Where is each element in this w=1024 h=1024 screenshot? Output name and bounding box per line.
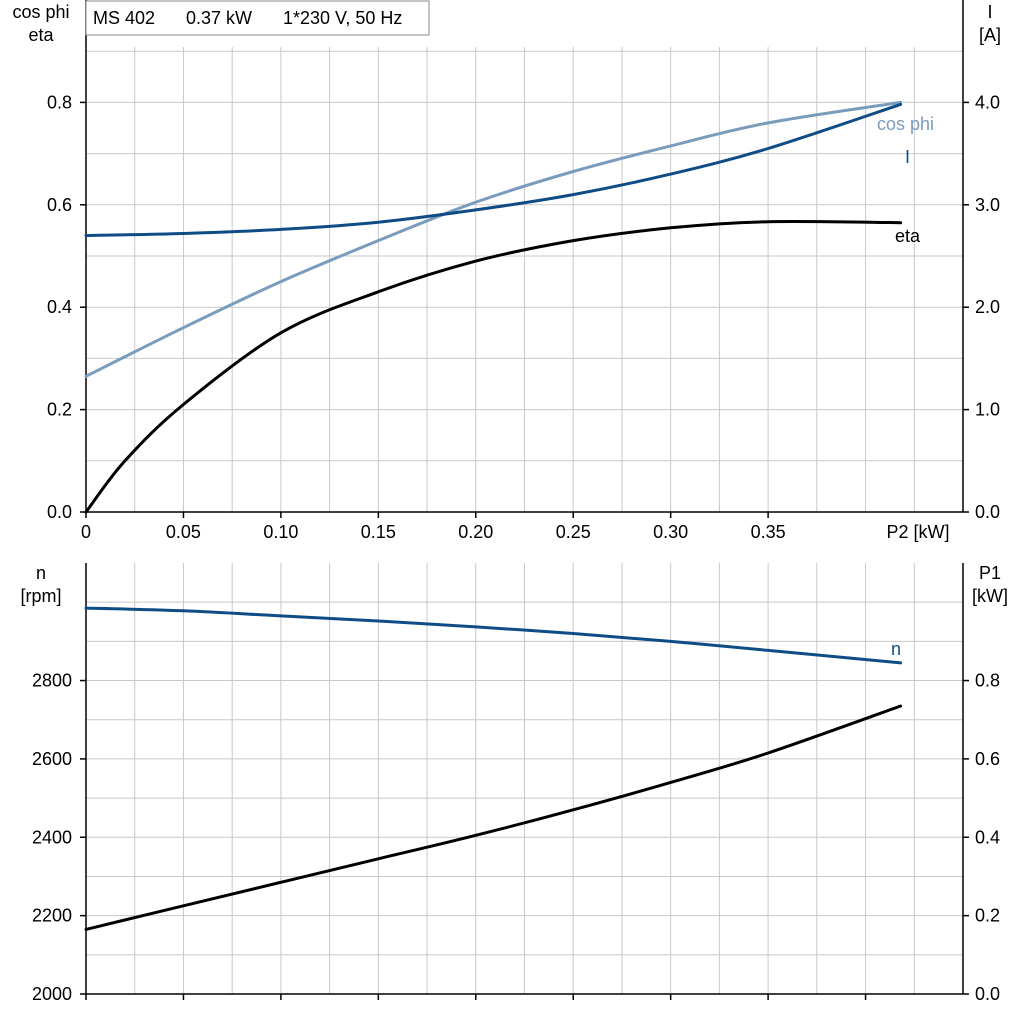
right-tick-label: 0.6 xyxy=(975,749,1000,769)
left-tick-label: 2400 xyxy=(32,827,72,847)
header-box: MS 402 0.37 kW 1*230 V, 50 Hz xyxy=(85,0,430,36)
right-tick-label: 3.0 xyxy=(975,195,1000,215)
right-tick-label: 0.0 xyxy=(975,502,1000,522)
lower-plot: 2000 2200 2400 2600 2800 0.0 0.2 0.4 0.6 0.8 n [rpm… xyxy=(20,563,1008,1004)
left-tick-label: 0.8 xyxy=(47,92,72,112)
series-n-line xyxy=(84,606,903,665)
series-eta-label: eta xyxy=(895,226,921,246)
left-axis-label: n xyxy=(36,563,46,583)
series-n-label: n xyxy=(891,639,901,659)
x-tick-label: 0.35 xyxy=(751,522,786,542)
left-tick-label: 0.2 xyxy=(47,400,72,420)
left-tick-label: 0.0 xyxy=(47,502,72,522)
series-cos-phi-line xyxy=(84,100,903,378)
x-tick-label: 0.10 xyxy=(263,522,298,542)
left-tick-label: 0.6 xyxy=(47,195,72,215)
left-axis-label: eta xyxy=(28,25,54,45)
right-tick-label: 0.4 xyxy=(975,827,1000,847)
right-axis-label: I xyxy=(987,2,992,22)
header-motor: MS 402 xyxy=(93,8,155,28)
x-tick-label: 0.25 xyxy=(556,522,591,542)
x-tick-label: 0.20 xyxy=(458,522,493,542)
x-tick-label: 0.15 xyxy=(361,522,396,542)
left-tick-label: 2800 xyxy=(32,671,72,691)
series-p1-line xyxy=(84,704,903,931)
left-tick-label: 2000 xyxy=(32,984,72,1004)
left-axis-label: [rpm] xyxy=(20,586,61,606)
right-axis-label: P1 xyxy=(979,563,1001,583)
right-tick-label: 4.0 xyxy=(975,92,1000,112)
series-eta-line xyxy=(84,219,903,514)
series-i-line xyxy=(84,102,903,237)
right-axis-label: [kW] xyxy=(972,586,1008,606)
right-tick-label: 0.8 xyxy=(975,671,1000,691)
upper-plot: 0.0 0.2 0.4 0.6 0.8 0.0 1.0 2.0 3.0 4.0 0 0.05 0.10 0… xyxy=(12,0,1001,542)
x-tick-label: 0 xyxy=(81,522,91,542)
x-tick-label: 0.05 xyxy=(166,522,201,542)
left-tick-label: 2600 xyxy=(32,749,72,769)
left-axis-label: cos phi xyxy=(12,2,69,22)
x-axis-label: P2 [kW] xyxy=(886,522,949,542)
series-i-label: I xyxy=(905,147,910,167)
right-tick-label: 0.2 xyxy=(975,906,1000,926)
header-supply: 1*230 V, 50 Hz xyxy=(283,8,402,28)
right-tick-label: 0.0 xyxy=(975,984,1000,1004)
right-tick-label: 1.0 xyxy=(975,400,1000,420)
left-tick-label: 2200 xyxy=(32,906,72,926)
header-power: 0.37 kW xyxy=(186,8,252,28)
right-tick-label: 2.0 xyxy=(975,297,1000,317)
right-axis-label: [A] xyxy=(979,25,1001,45)
series-cos-phi-label: cos phi xyxy=(877,114,934,134)
left-tick-label: 0.4 xyxy=(47,297,72,317)
x-tick-label: 0.30 xyxy=(653,522,688,542)
